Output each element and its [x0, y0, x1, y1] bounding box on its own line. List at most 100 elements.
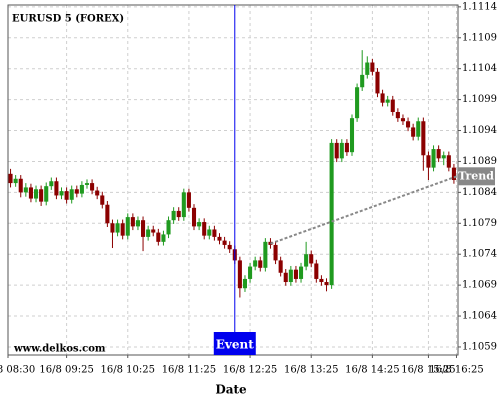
candle-body — [411, 127, 416, 137]
candle-body — [28, 187, 33, 199]
candle-body — [141, 220, 146, 237]
candle-body — [217, 236, 222, 241]
candle-body — [314, 263, 319, 279]
candle-body — [130, 217, 135, 227]
x-tick-label: 16/8 10:25 — [101, 365, 155, 376]
candle-body — [400, 118, 405, 122]
candle-body — [95, 190, 100, 196]
candle-body — [125, 217, 130, 236]
candle-body — [8, 173, 13, 184]
candle-body — [146, 229, 151, 237]
candle-body — [54, 181, 59, 196]
candle-body — [18, 178, 23, 193]
candle-body — [44, 186, 49, 202]
candle-body — [110, 223, 115, 233]
candle-body — [191, 207, 197, 227]
candle-body — [278, 260, 283, 273]
y-tick-label: 1.1094 — [462, 125, 497, 136]
candle-body — [365, 62, 370, 75]
candle-body — [446, 155, 451, 168]
y-tick-label: 1.1099 — [462, 94, 497, 105]
y-tick-label: 1.1084 — [462, 187, 497, 198]
candle-body — [237, 260, 242, 289]
candle-body — [207, 229, 212, 236]
candle-body — [248, 266, 253, 279]
y-tick-label: 1.1089 — [462, 156, 497, 167]
candle-body — [115, 223, 120, 233]
candle-body — [416, 121, 421, 137]
x-tick-label: 16/8 16:25 — [429, 365, 483, 376]
candle-body — [329, 142, 334, 286]
candle-body — [23, 187, 28, 193]
candle-body — [258, 260, 263, 268]
candle-body — [319, 278, 324, 283]
candle-body — [324, 282, 329, 286]
candle-body — [441, 155, 446, 159]
trend-line — [270, 175, 458, 245]
candle-body — [431, 149, 436, 168]
candle-body — [156, 232, 161, 242]
candle-body — [90, 183, 95, 191]
x-tick-label: 16/8 12:25 — [223, 365, 277, 376]
y-tick-label: 1.1109 — [462, 32, 497, 43]
x-axis-label: Date — [215, 383, 247, 397]
candle-body — [212, 229, 217, 237]
y-tick-label: 1.1069 — [462, 280, 497, 291]
candle-body — [100, 195, 105, 205]
candle-body — [74, 189, 79, 194]
candle-body — [197, 222, 202, 227]
x-tick-label: 16/8 13:25 — [284, 365, 338, 376]
candle-body — [64, 191, 69, 200]
x-tick-label: 16/8 14:25 — [345, 365, 399, 376]
candle-body — [451, 167, 456, 180]
candle-body — [390, 99, 395, 112]
candle-body — [426, 155, 431, 168]
chart-title: EURUSD 5 (FOREX) — [12, 14, 124, 25]
trend-label: Trend — [458, 169, 494, 182]
candle-body — [298, 266, 304, 279]
candle-body — [33, 189, 39, 199]
candle-body — [186, 192, 191, 208]
candle-body — [242, 278, 248, 289]
candle-body — [13, 178, 18, 184]
candle-body — [59, 191, 64, 196]
x-tick-label: 16/8 08:30 — [0, 365, 35, 376]
candle-body — [421, 121, 426, 156]
candle-body — [105, 204, 110, 224]
candle-body — [84, 183, 90, 185]
candle-body — [349, 118, 355, 153]
candle-body — [202, 222, 207, 236]
candle-body — [339, 142, 344, 159]
candle-body — [288, 269, 293, 283]
x-tick-label: 16/8 09:25 — [39, 365, 93, 376]
candle-body — [253, 260, 258, 267]
candle-body — [49, 181, 54, 187]
candle-body — [309, 254, 314, 264]
y-tick-label: 1.1074 — [462, 249, 497, 260]
y-tick-label: 1.1114 — [462, 1, 497, 12]
y-tick-label: 1.1064 — [462, 311, 497, 322]
y-tick-label: 1.1079 — [462, 218, 497, 229]
y-tick-label: 1.1104 — [462, 63, 497, 74]
trend-label-box — [458, 167, 495, 186]
x-tick-label: 16/8 11:25 — [162, 365, 216, 376]
candle-body — [222, 240, 227, 245]
candle-body — [375, 71, 380, 94]
candle-body — [395, 111, 400, 119]
candle-body — [135, 220, 140, 227]
candle-body — [334, 142, 339, 159]
watermark: www.delkos.com — [13, 344, 106, 355]
candle-body — [304, 254, 309, 267]
candle-body — [79, 184, 84, 194]
candle-body — [263, 241, 268, 268]
candle-body — [39, 189, 44, 202]
candle-body — [283, 272, 288, 283]
candle-body — [176, 210, 181, 218]
candle-body — [227, 244, 232, 250]
candle-body — [273, 244, 278, 261]
candle-body — [360, 74, 365, 88]
candle-body — [151, 229, 156, 233]
candle-body — [293, 269, 298, 279]
candle-body — [161, 234, 166, 242]
